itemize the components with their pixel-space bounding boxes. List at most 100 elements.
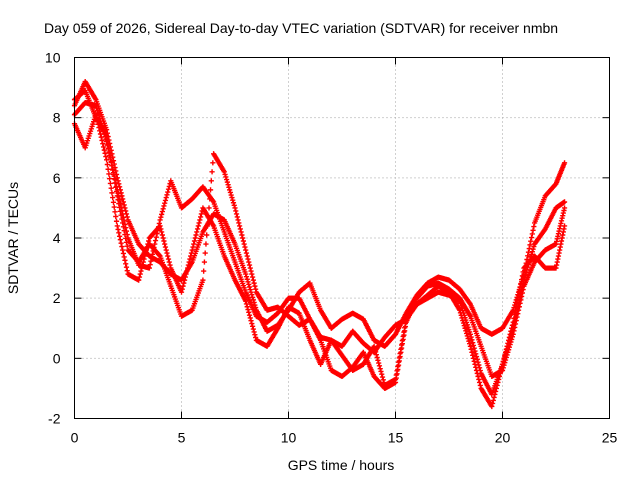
data-point	[138, 268, 144, 274]
data-point	[120, 247, 126, 253]
data-point	[159, 232, 165, 238]
data-point	[194, 229, 200, 235]
data-point	[94, 105, 100, 111]
x-tick-label: 20	[495, 430, 511, 446]
data-point	[119, 193, 125, 199]
data-point	[121, 228, 127, 234]
data-point	[205, 214, 211, 220]
data-point	[160, 206, 166, 212]
data-point	[165, 256, 172, 262]
data-point	[530, 227, 536, 233]
data-point	[395, 363, 401, 370]
data-point	[198, 211, 204, 217]
data-point	[229, 195, 235, 201]
data-point	[194, 226, 201, 232]
data-point	[506, 341, 512, 347]
data-point	[192, 235, 198, 241]
data-point	[187, 256, 193, 262]
data-point	[245, 306, 251, 313]
data-point	[114, 193, 120, 199]
data-point	[476, 365, 483, 371]
data-point	[472, 348, 478, 354]
data-point	[376, 360, 382, 366]
data-point	[491, 394, 497, 401]
data-point	[246, 312, 253, 318]
data-point	[94, 108, 101, 114]
data-point	[249, 274, 256, 280]
data-point	[502, 351, 509, 357]
data-point	[398, 346, 404, 352]
data-point	[115, 197, 121, 203]
data-point	[147, 262, 153, 268]
data-point	[247, 265, 253, 271]
data-point	[468, 346, 474, 352]
data-point	[181, 280, 187, 286]
data-point	[475, 373, 481, 379]
data-point	[499, 361, 506, 367]
data-point	[251, 329, 257, 335]
data-point	[104, 133, 110, 139]
data-point	[500, 359, 506, 365]
data-point	[519, 287, 525, 294]
data-point	[204, 223, 211, 229]
data-point	[118, 212, 124, 218]
data-point	[109, 190, 115, 196]
y-tick-label: 0	[53, 350, 61, 366]
data-point	[166, 259, 172, 265]
data-point	[188, 250, 195, 256]
data-point	[508, 333, 514, 339]
data-point	[393, 372, 399, 378]
data-point	[239, 232, 245, 238]
data-point	[515, 301, 522, 307]
data-point	[153, 234, 159, 240]
data-point	[116, 230, 122, 236]
data-point	[223, 176, 230, 183]
data-point	[110, 171, 117, 177]
data-point	[119, 243, 125, 250]
data-point	[158, 226, 164, 232]
data-point	[104, 161, 110, 168]
data-point	[250, 297, 256, 303]
data-point	[504, 346, 510, 352]
x-axis-label: GPS time / hours	[288, 457, 395, 473]
chart-title: Day 059 of 2026, Sidereal Day-to-day VTE…	[44, 20, 558, 36]
data-point	[165, 186, 172, 192]
y-tick-label: 2	[53, 290, 61, 306]
tick-labels: 0 5 10 15 20 25 -2 0 2 4 6 8 10	[45, 50, 618, 446]
data-point	[511, 322, 517, 328]
data-point	[518, 291, 524, 297]
data-point	[180, 283, 186, 289]
data-point	[102, 150, 108, 156]
data-point	[396, 355, 402, 361]
data-point	[470, 352, 476, 358]
data-point	[467, 343, 473, 349]
data-point	[113, 218, 120, 224]
data-point	[116, 233, 123, 239]
data-point	[201, 259, 208, 265]
data-point	[513, 311, 519, 318]
data-point	[196, 220, 202, 226]
data-point	[243, 271, 249, 277]
data-point	[223, 174, 229, 180]
data-point	[116, 204, 123, 211]
data-point	[380, 377, 386, 383]
series-track-1	[71, 78, 568, 349]
data-point	[250, 277, 256, 283]
data-point	[203, 241, 209, 247]
data-point	[514, 308, 520, 314]
data-point	[224, 179, 230, 185]
data-point	[204, 232, 210, 238]
data-point	[98, 134, 104, 140]
data-point	[527, 256, 533, 263]
data-point	[501, 356, 507, 362]
data-point	[230, 197, 236, 203]
data-point	[236, 220, 242, 226]
data-point	[521, 277, 527, 283]
data-point	[244, 276, 250, 282]
data-point	[227, 189, 234, 196]
data-point	[252, 332, 258, 338]
data-point	[164, 192, 170, 198]
data-point	[228, 192, 234, 198]
data-point	[108, 158, 114, 165]
data-point	[525, 262, 532, 268]
